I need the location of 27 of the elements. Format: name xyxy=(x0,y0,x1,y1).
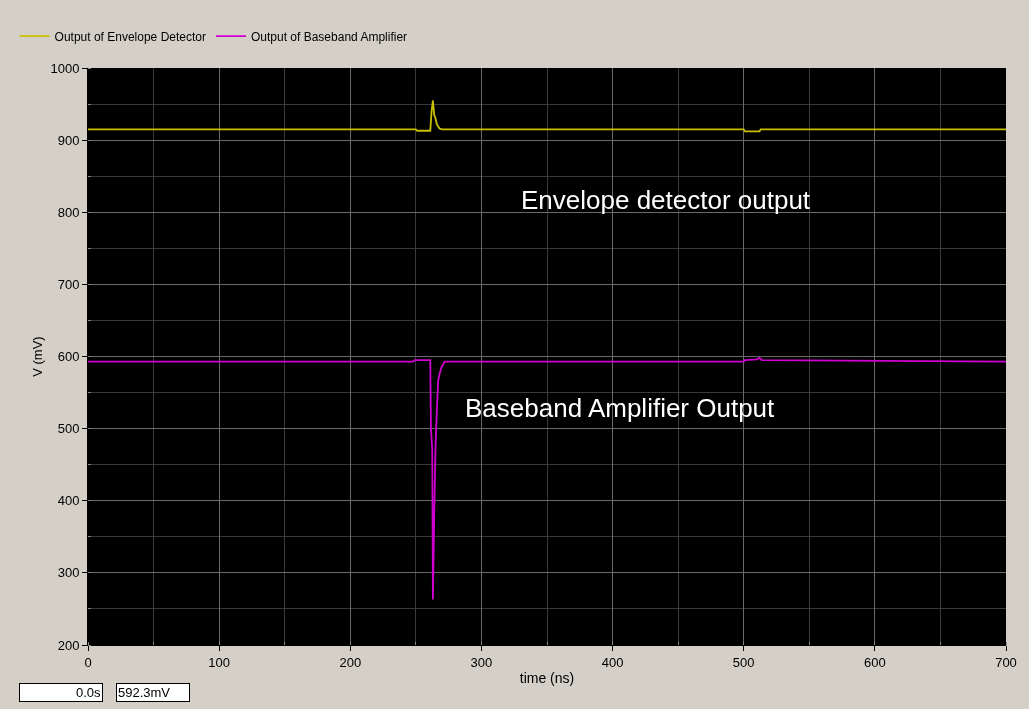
text: 592.3mV xyxy=(118,685,171,700)
x-tick-label: 300 xyxy=(470,654,493,670)
y-tick-label: 300 xyxy=(57,565,80,581)
annotation: Envelope detector output xyxy=(521,185,811,215)
y-tick-label: 200 xyxy=(57,637,80,653)
y-axis-title: V (mV) xyxy=(30,336,46,377)
y-tick-label: 400 xyxy=(57,493,80,509)
x-tick-label: 200 xyxy=(339,654,362,670)
y-tick-label: 600 xyxy=(57,349,80,365)
y-tick-label: 800 xyxy=(57,204,80,220)
line-series xyxy=(88,357,1006,601)
y-tick-label: 900 xyxy=(57,132,80,148)
legend-label: Output of Baseband Amplifier xyxy=(251,29,408,44)
x-axis-title: time (ns) xyxy=(519,669,575,686)
line-series xyxy=(88,99,1006,133)
legend-label: Output of Envelope Detector xyxy=(54,29,206,44)
annotation: Baseband Amplifier Output xyxy=(465,393,776,423)
x-tick-label: 400 xyxy=(601,654,624,670)
y-tick-label: 1000 xyxy=(50,60,80,76)
x-tick-label: 600 xyxy=(864,654,886,670)
x-tick-label: 0 xyxy=(84,654,92,670)
y-tick-label: 500 xyxy=(57,421,80,437)
x-tick-label: 700 xyxy=(995,654,1017,670)
x-tick-label: 500 xyxy=(732,654,755,670)
y-tick-label: 700 xyxy=(57,276,80,292)
x-tick-label: 100 xyxy=(208,654,230,670)
text: 0.0s xyxy=(75,685,101,700)
